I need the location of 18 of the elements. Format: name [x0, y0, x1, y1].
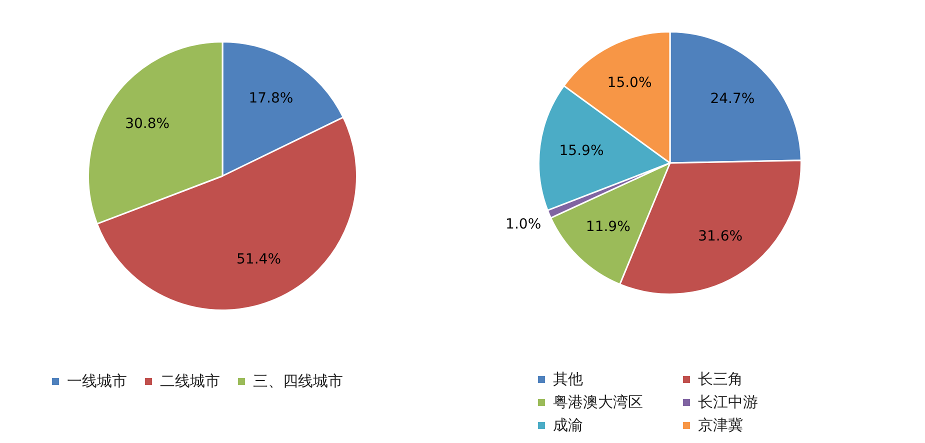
legend-label: 粤港澳大湾区 — [553, 393, 643, 412]
legend-label: 二线城市 — [160, 372, 220, 391]
legend-label: 成渝 — [553, 416, 583, 435]
legend-label: 一线城市 — [67, 372, 127, 391]
data-label: 15.0% — [607, 75, 652, 92]
legend-label: 三、四线城市 — [253, 372, 343, 391]
data-label: 15.9% — [559, 143, 604, 160]
legend-label: 京津冀 — [698, 416, 743, 435]
legend-label: 长三角 — [698, 370, 743, 389]
data-label: 30.8% — [125, 116, 170, 132]
data-label: 17.8% — [248, 90, 294, 106]
data-label: 31.6% — [698, 228, 743, 244]
data-label: 1.0% — [506, 216, 542, 233]
legend-label: 长江中游 — [698, 393, 758, 412]
data-label: 11.9% — [586, 218, 630, 235]
data-label: 51.4% — [236, 251, 281, 268]
legend-label: 其他 — [553, 370, 583, 389]
data-label: 24.7% — [710, 90, 755, 107]
